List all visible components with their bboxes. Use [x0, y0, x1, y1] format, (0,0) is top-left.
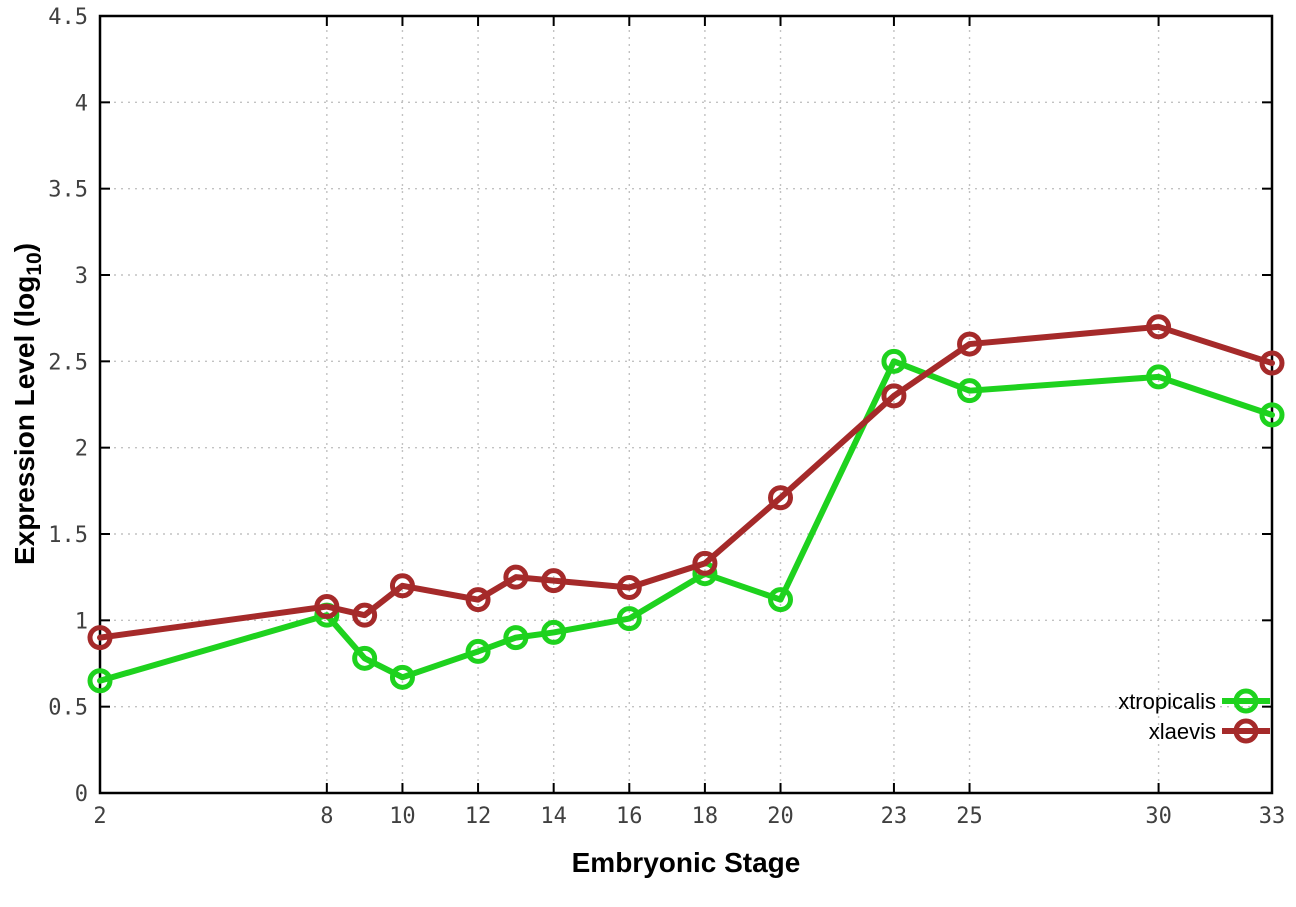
data-point-xtropicalis — [616, 606, 642, 632]
legend-marker-xlaevis — [1233, 718, 1259, 744]
data-point-xtropicalis — [541, 619, 567, 645]
data-point-xtropicalis — [881, 348, 907, 374]
x-tick-label: 18 — [692, 804, 719, 829]
legend-marker-xtropicalis — [1233, 688, 1259, 714]
x-tick-label: 14 — [540, 804, 567, 829]
data-point-xtropicalis — [768, 587, 794, 613]
x-tick-label: 10 — [389, 804, 416, 829]
data-point-xlaevis — [314, 594, 340, 620]
y-axis-title: Expression Level (log10) — [9, 243, 46, 565]
data-point-xlaevis — [465, 587, 491, 613]
data-point-xtropicalis — [1146, 364, 1172, 390]
data-point-xlaevis — [389, 573, 415, 599]
y-tick-label: 3 — [75, 264, 88, 289]
data-point-xlaevis — [957, 331, 983, 357]
y-tick-label: 2.5 — [48, 350, 88, 375]
x-tick-label: 25 — [956, 804, 983, 829]
y-tick-label: 2 — [75, 437, 88, 462]
plot-border — [98, 14, 1274, 795]
data-point-xlaevis — [1259, 350, 1285, 376]
series-layer — [87, 314, 1285, 694]
y-tick-label: 4 — [75, 91, 88, 116]
legend-label-xlaevis: xlaevis — [1149, 719, 1216, 744]
y-tick-label: 1.5 — [48, 523, 88, 548]
legend: xtropicalis xlaevis — [1118, 688, 1270, 744]
x-tick-label: 23 — [881, 804, 908, 829]
data-point-xlaevis — [768, 485, 794, 511]
data-point-xlaevis — [541, 568, 567, 594]
x-axis-title: Embryonic Stage — [572, 847, 801, 878]
data-point-xtropicalis — [465, 638, 491, 664]
y-tick-label: 3.5 — [48, 178, 88, 203]
y-tick-label: 1 — [75, 609, 88, 634]
x-tick-label: 12 — [465, 804, 492, 829]
x-tick-label: 16 — [616, 804, 643, 829]
x-tick-label: 30 — [1145, 804, 1172, 829]
y-tick-label: 0 — [75, 782, 88, 807]
y-tick-label: 0.5 — [48, 696, 88, 721]
data-point-xtropicalis — [503, 625, 529, 651]
grid-layer — [100, 16, 1272, 793]
series-line-xlaevis — [97, 323, 1275, 641]
data-point-xlaevis — [881, 383, 907, 409]
data-point-xlaevis — [503, 564, 529, 590]
data-point-xlaevis — [352, 602, 378, 628]
data-point-xtropicalis — [957, 378, 983, 404]
data-point-xtropicalis — [87, 668, 113, 694]
x-tick-label: 2 — [93, 804, 106, 829]
x-tick-label: 20 — [767, 804, 794, 829]
border-layer — [98, 14, 1274, 795]
x-tick-label: 8 — [320, 804, 333, 829]
y-axis-title-layer: Expression Level (log10) — [9, 243, 46, 565]
data-point-xlaevis — [87, 625, 113, 651]
series-line-xtropicalis — [97, 358, 1275, 684]
tick-label-layer: 2 8 10 12 14 16 18 20 23 25 30 33 0 0.5 1 1.5 2 2.5 3 3.5 4 4… — [48, 5, 1285, 829]
data-point-xlaevis — [692, 550, 718, 576]
data-point-xlaevis — [616, 575, 642, 601]
data-point-xtropicalis — [1259, 402, 1285, 428]
data-point-xlaevis — [1146, 314, 1172, 340]
data-point-xtropicalis — [389, 664, 415, 690]
x-tick-label: 33 — [1259, 804, 1286, 829]
data-point-xtropicalis — [352, 645, 378, 671]
y-tick-label: 4.5 — [48, 5, 88, 30]
legend-label-xtropicalis: xtropicalis — [1118, 689, 1216, 714]
